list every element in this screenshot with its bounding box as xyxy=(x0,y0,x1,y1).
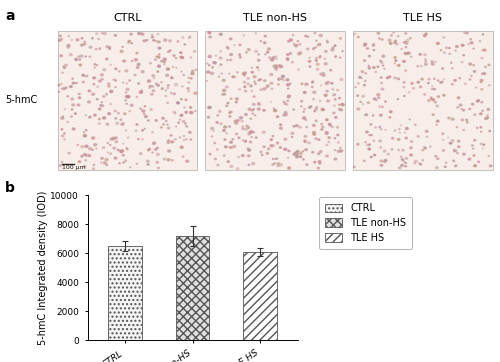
Y-axis label: 5-hmC Integrated density (IOD): 5-hmC Integrated density (IOD) xyxy=(38,191,48,345)
Text: CTRL: CTRL xyxy=(113,13,142,23)
Bar xyxy=(176,236,210,340)
Legend: CTRL, TLE non-HS, TLE HS: CTRL, TLE non-HS, TLE HS xyxy=(319,197,412,249)
Text: TLE non-HS: TLE non-HS xyxy=(243,13,307,23)
Text: a: a xyxy=(5,9,15,23)
Text: b: b xyxy=(5,181,15,195)
Text: TLE HS: TLE HS xyxy=(403,13,442,23)
Text: 100 μm: 100 μm xyxy=(62,165,85,171)
Bar xyxy=(108,246,142,340)
Bar xyxy=(244,252,277,340)
Text: 5-hmC: 5-hmC xyxy=(5,96,37,105)
